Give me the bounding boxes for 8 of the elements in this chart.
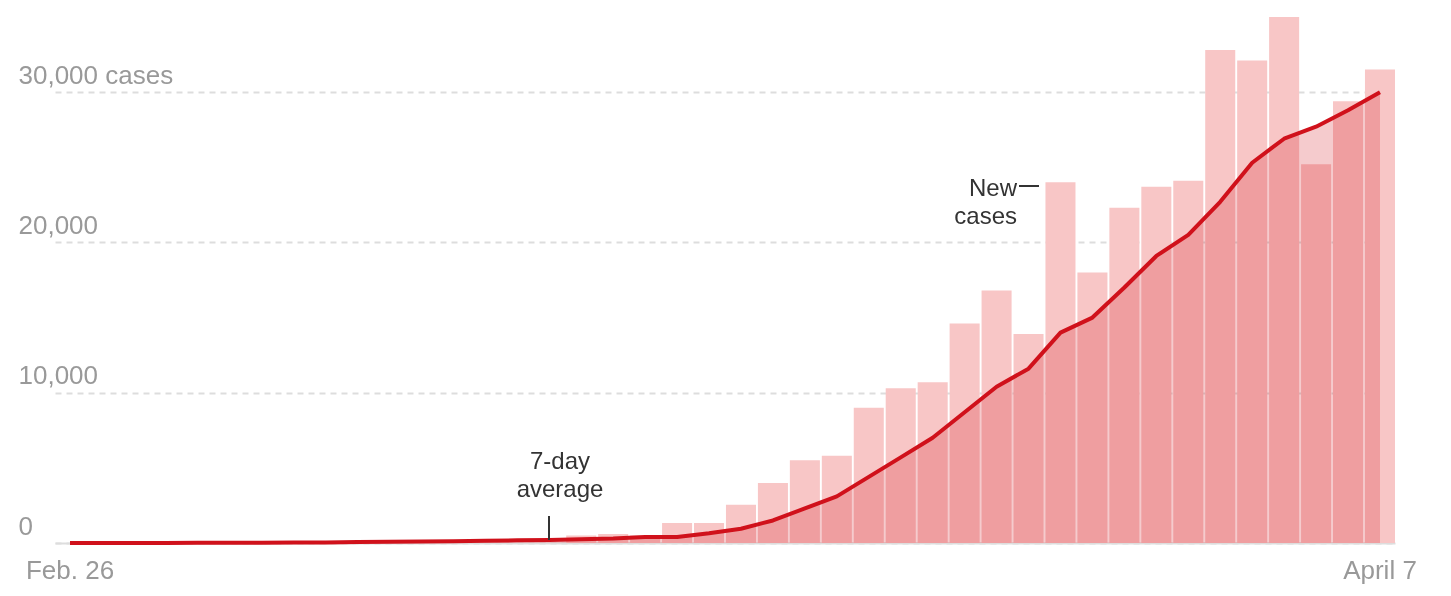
series-label: 7-day average xyxy=(516,447,604,502)
y-tick-label: 0 xyxy=(18,510,33,541)
y-tick-label: 20,000 xyxy=(18,209,99,240)
y-tick-label: 10,000 xyxy=(18,360,99,391)
x-tick-label: April 7 xyxy=(1343,554,1417,585)
y-tick-label: 30,000 cases xyxy=(18,59,174,90)
x-tick-label: Feb. 26 xyxy=(25,554,115,585)
series-label: New cases xyxy=(954,174,1018,229)
